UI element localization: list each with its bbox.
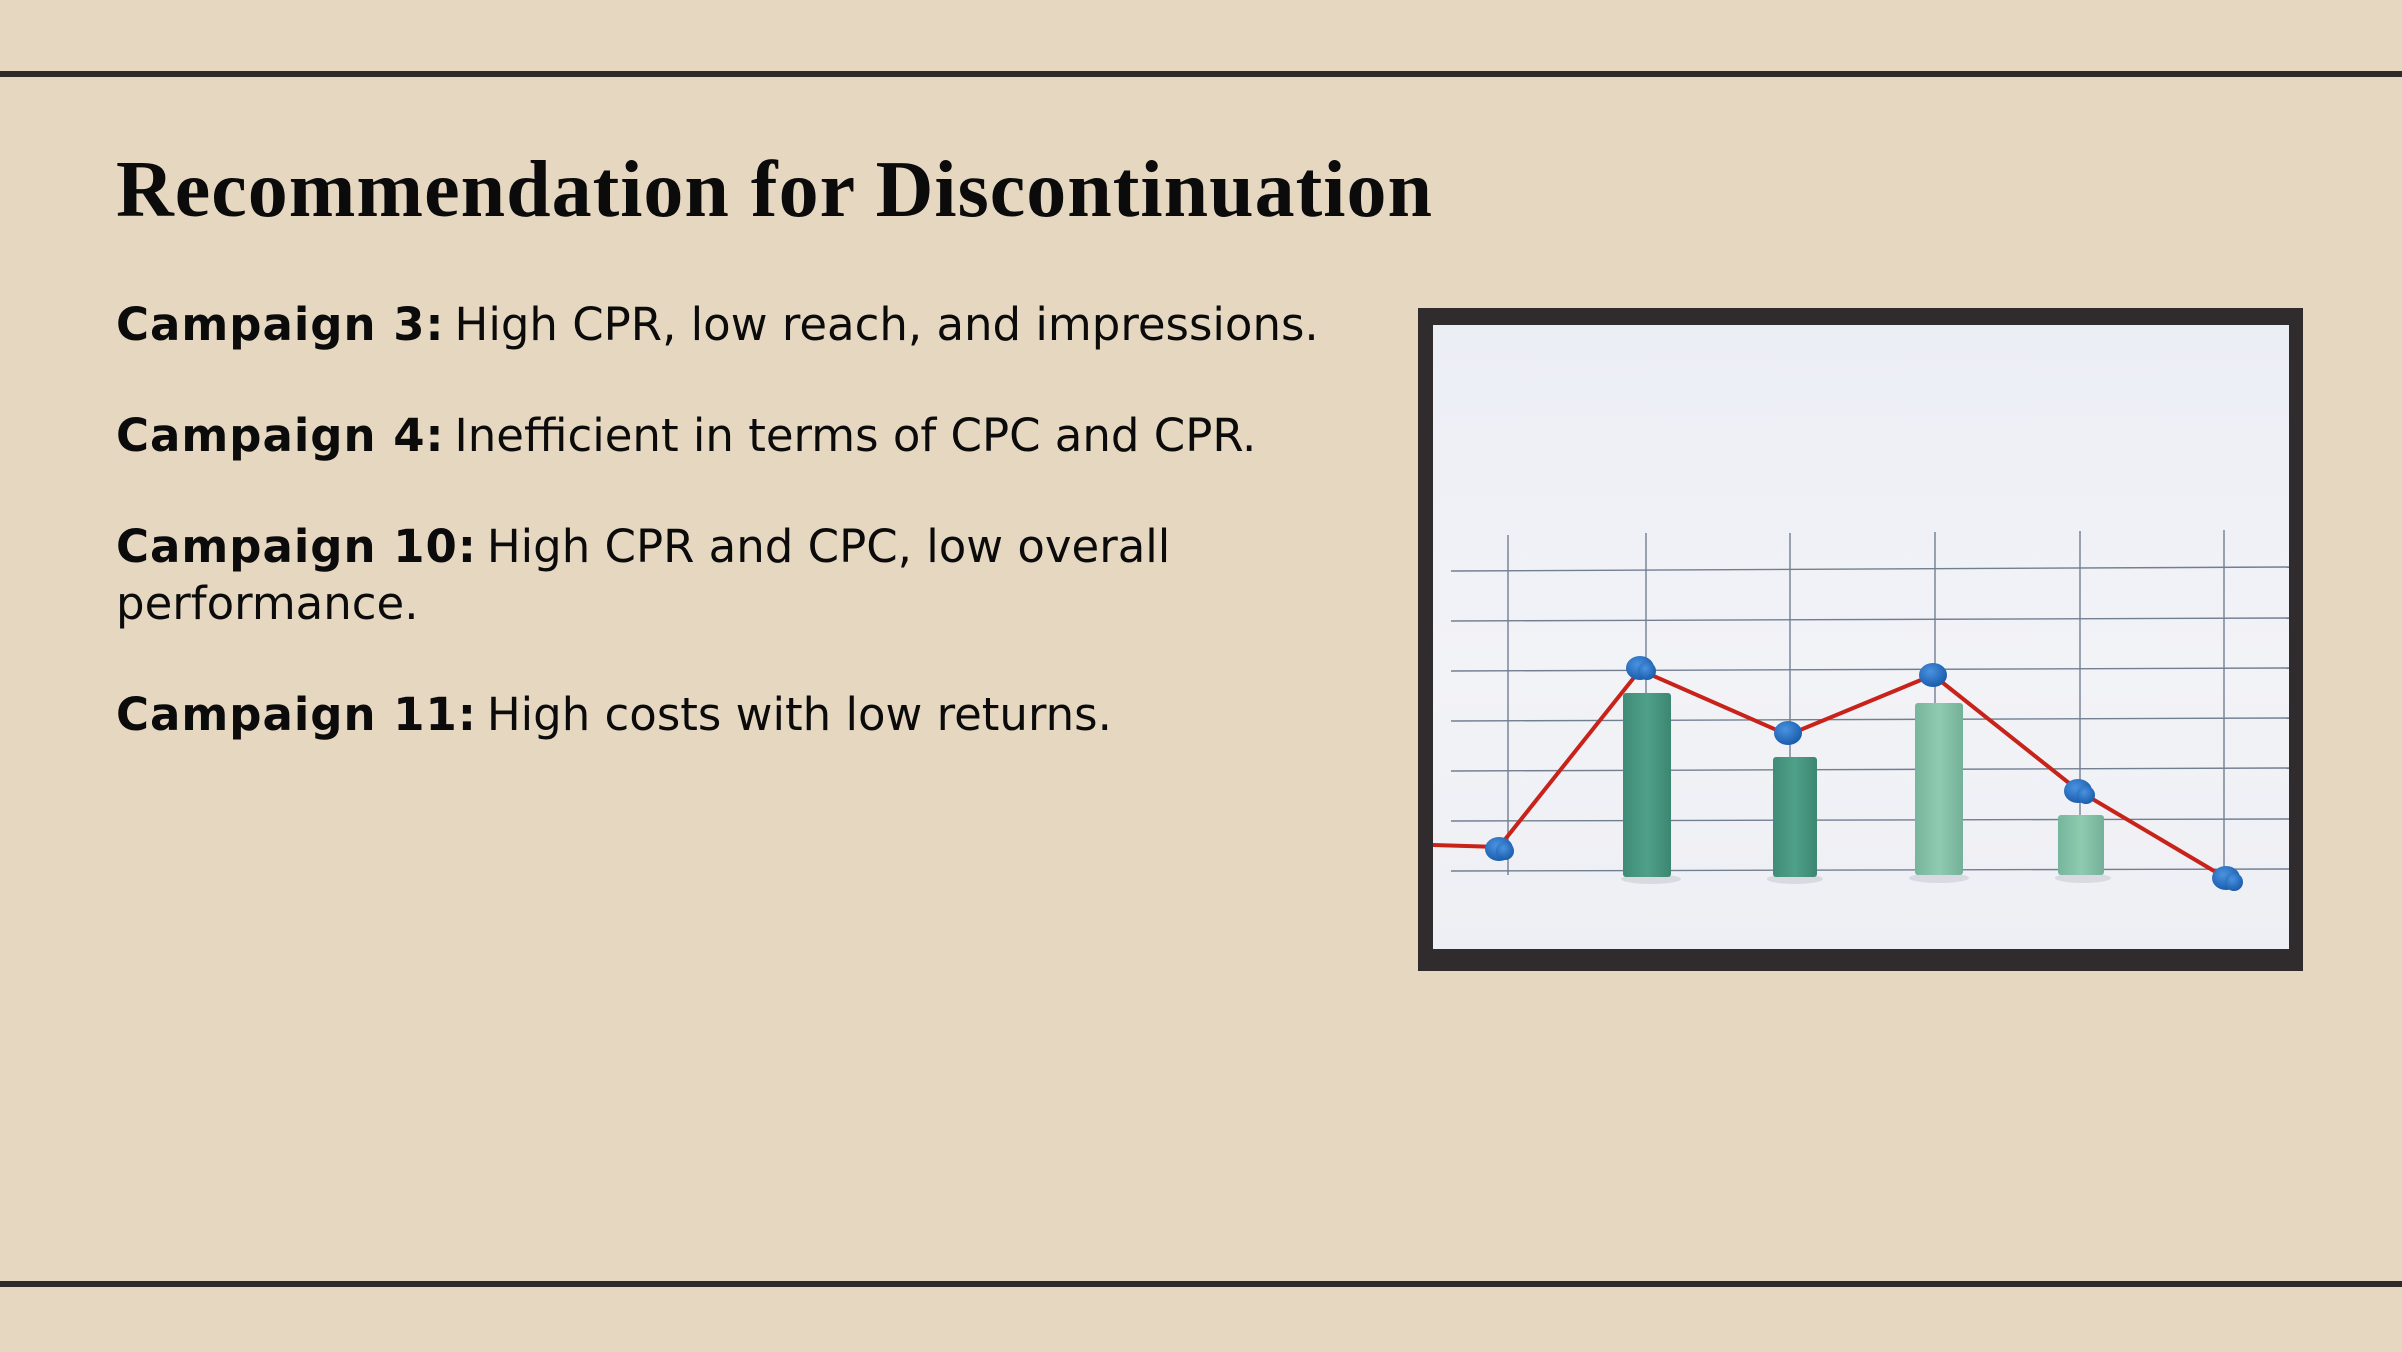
- bottom-divider: [0, 1281, 2402, 1287]
- bar-line-chart-photo-icon: [1433, 325, 2289, 949]
- pins: [1485, 656, 2243, 891]
- chart-photo-frame: [1418, 308, 2303, 971]
- bars: [1623, 693, 2104, 877]
- bullet-label: Campaign 4:: [116, 409, 445, 462]
- bar-3: [1915, 703, 1963, 875]
- bullet-campaign-3: Campaign 3: High CPR, low reach, and impr…: [116, 296, 1356, 353]
- bullet-label: Campaign 11:: [116, 688, 477, 741]
- bullet-campaign-4: Campaign 4: Inefficient in terms of CPC a…: [116, 407, 1356, 464]
- slide-title: Recommendation for Discontinuation: [116, 146, 1433, 234]
- bar-shadows: [1621, 873, 2111, 884]
- trend-line: [1433, 668, 2233, 883]
- top-divider: [0, 71, 2402, 77]
- bar-2: [1773, 757, 1817, 877]
- bullet-text: High CPR, low reach, and impressions.: [454, 298, 1319, 351]
- bar-1: [1623, 693, 1671, 877]
- bar-4: [2058, 815, 2104, 875]
- bullet-text: High costs with low returns.: [486, 688, 1112, 741]
- bullet-campaign-11: Campaign 11: High costs with low returns.: [116, 686, 1356, 743]
- bullet-list: Campaign 3: High CPR, low reach, and impr…: [116, 296, 1356, 797]
- bullet-label: Campaign 3:: [116, 298, 445, 351]
- bullet-text: High CPR and CPC, low overall performanc…: [116, 520, 1171, 630]
- bullet-text: Inefficient in terms of CPC and CPR.: [454, 409, 1257, 462]
- bullet-label: Campaign 10:: [116, 520, 477, 573]
- bullet-campaign-10: Campaign 10: High CPR and CPC, low overal…: [116, 518, 1356, 632]
